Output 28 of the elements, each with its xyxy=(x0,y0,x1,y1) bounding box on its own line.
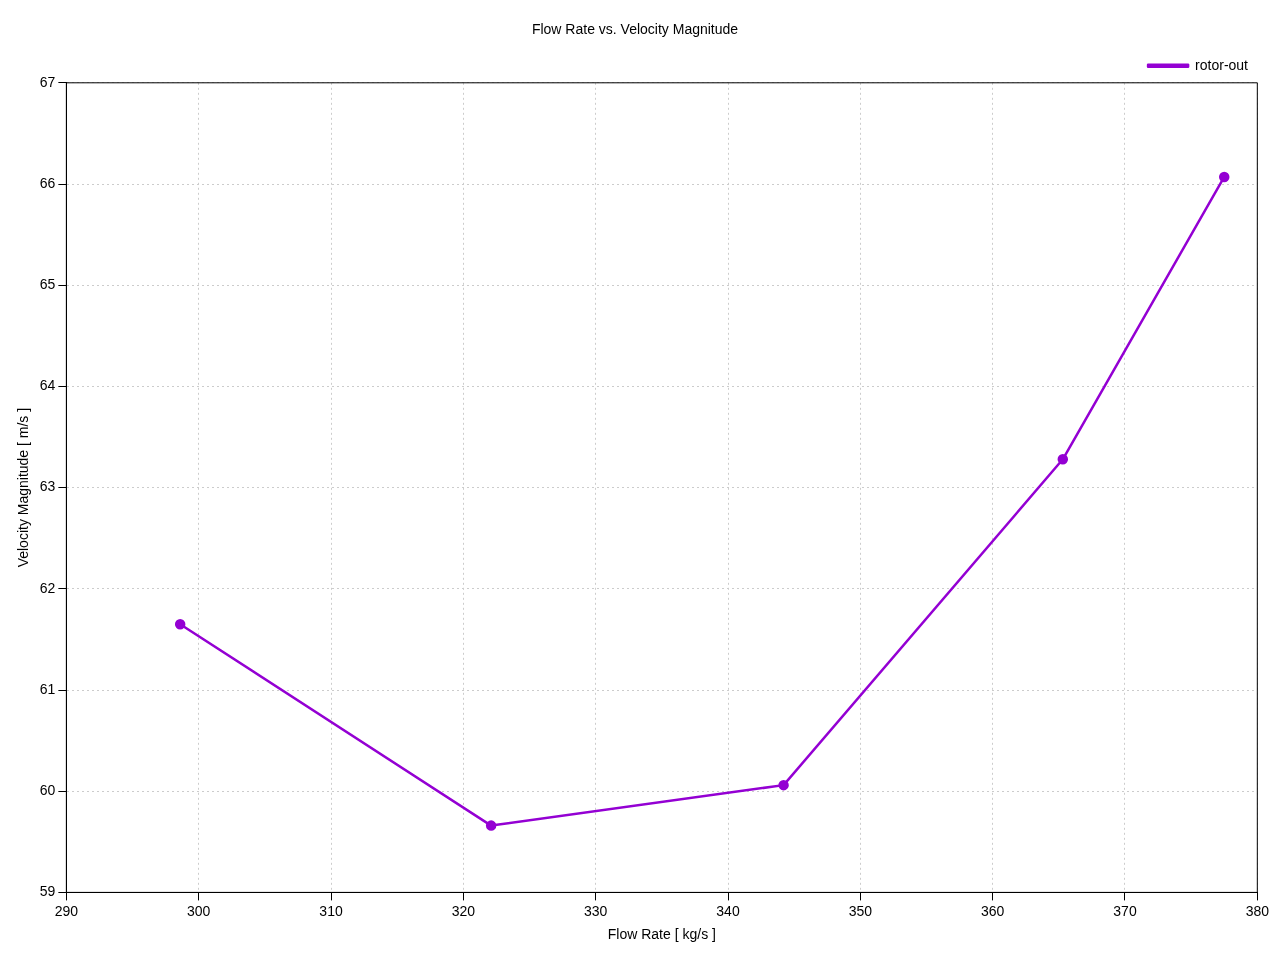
x-tick-label: 350 xyxy=(848,902,873,919)
y-tick-label: 65 xyxy=(39,276,56,293)
point xyxy=(485,820,497,831)
legend-label: rotor-out xyxy=(1195,56,1249,73)
x-tick-label: 340 xyxy=(716,902,740,919)
point xyxy=(1057,454,1069,465)
y-tick-label: 62 xyxy=(39,579,56,596)
chart-title: Flow Rate vs. Velocity Magnitude xyxy=(531,21,739,38)
x-tick-label: 300 xyxy=(187,902,211,919)
x-tick-label: 310 xyxy=(319,902,343,919)
x-tick-label: 360 xyxy=(980,902,1005,919)
x-tick-label: 330 xyxy=(584,902,608,919)
x-tick-label: 380 xyxy=(1245,902,1270,919)
y-axis-title: Velocity Magnitude [ m/s ] xyxy=(15,407,32,568)
y-tick-label: 59 xyxy=(39,883,56,900)
point xyxy=(1218,171,1230,183)
x-tick-label: 320 xyxy=(451,902,476,919)
x-axis-title: Flow Rate [ kg/s ] xyxy=(607,926,716,943)
x-tick-label: 290 xyxy=(54,902,79,919)
y-tick-label: 66 xyxy=(39,174,56,191)
y-tick-label: 64 xyxy=(39,377,56,394)
point xyxy=(174,618,186,630)
y-tick-label: 67 xyxy=(39,73,56,90)
y-tick-label: 63 xyxy=(39,478,56,495)
y-tick-label: 60 xyxy=(39,782,56,799)
x-tick-label: 370 xyxy=(1113,902,1137,919)
point xyxy=(778,779,789,791)
y-tick-label: 61 xyxy=(39,680,56,697)
